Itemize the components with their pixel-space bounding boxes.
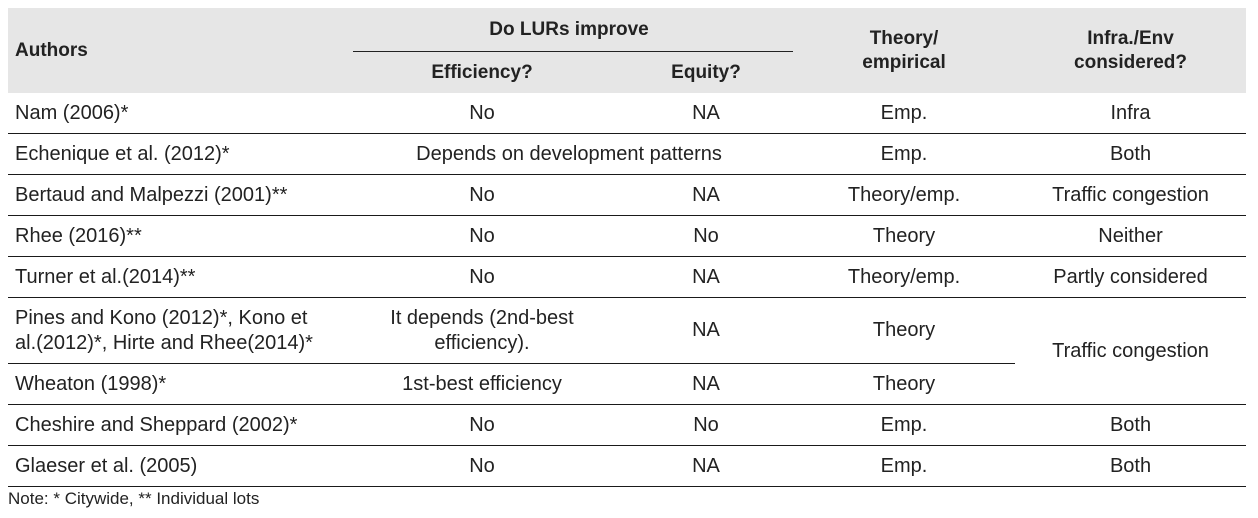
header-equity: Equity? <box>619 52 794 93</box>
cell-authors: Echenique et al. (2012)* <box>8 133 345 175</box>
table-row: Rhee (2016)** No No Theory Neither <box>8 215 1247 257</box>
cell-equity: No <box>619 215 794 257</box>
cell-theory: Emp. <box>793 93 1016 134</box>
table-row: Glaeser et al. (2005) No NA Emp. Both <box>8 445 1247 487</box>
cell-efficiency: No <box>345 174 619 216</box>
cell-infra: Traffic congestion <box>1015 174 1247 216</box>
cell-authors: Pines and Kono (2012)*, Kono et al.(2012… <box>8 297 345 364</box>
cell-equity: NA <box>619 297 794 364</box>
cell-authors: Cheshire and Sheppard (2002)* <box>8 404 345 446</box>
cell-authors: Rhee (2016)** <box>8 215 345 257</box>
header-theory-line2: empirical <box>862 51 946 73</box>
cell-equity: NA <box>619 256 794 298</box>
cell-equity: NA <box>619 93 794 134</box>
header-theory-empirical: Theory/ empirical <box>793 8 1016 93</box>
cell-efficiency: It depends (2nd-best efficiency). <box>345 297 619 364</box>
cell-efficiency: No <box>345 256 619 298</box>
lur-comparison-table: Authors Do LURs improve Theory/ empirica… <box>8 8 1247 487</box>
cell-infra: Both <box>1015 133 1247 175</box>
cell-theory: Theory <box>793 297 1016 364</box>
table-row: Cheshire and Sheppard (2002)* No No Emp.… <box>8 404 1247 446</box>
header-authors: Authors <box>8 8 345 93</box>
cell-authors-line2: al.(2012)*, Hirte and Rhee(2014)* <box>15 331 313 354</box>
cell-authors: Wheaton (1998)* <box>8 363 345 405</box>
cell-theory: Theory <box>793 363 1016 405</box>
cell-efficiency-line2: efficiency). <box>434 331 530 354</box>
cell-efficiency: No <box>345 404 619 446</box>
lur-comparison-table-container: Authors Do LURs improve Theory/ empirica… <box>8 8 1247 487</box>
header-do-lurs-improve: Do LURs improve <box>345 8 794 52</box>
cell-equity: No <box>619 404 794 446</box>
cell-theory: Theory/emp. <box>793 174 1016 216</box>
table-row: Nam (2006)* No NA Emp. Infra <box>8 93 1247 134</box>
header-group-rule-gap <box>345 51 353 52</box>
table-row: Turner et al.(2014)** No NA Theory/emp. … <box>8 256 1247 298</box>
cell-infra: Both <box>1015 404 1247 446</box>
header-infra-env: Infra./Env considered? <box>1015 8 1247 93</box>
cell-authors: Bertaud and Malpezzi (2001)** <box>8 174 345 216</box>
cell-efficiency: No <box>345 215 619 257</box>
cell-authors-line1: Pines and Kono (2012)*, Kono et <box>15 306 308 329</box>
cell-authors: Turner et al.(2014)** <box>8 256 345 298</box>
cell-equity: NA <box>619 445 794 487</box>
cell-efficiency: No <box>345 93 619 134</box>
cell-infra: Partly considered <box>1015 256 1247 298</box>
cell-theory: Emp. <box>793 445 1016 487</box>
table-row: Wheaton (1998)* 1st-best efficiency NA T… <box>8 363 1246 405</box>
table-row: Echenique et al. (2012)* Depends on deve… <box>8 133 1247 175</box>
table-header: Authors Do LURs improve Theory/ empirica… <box>8 8 1247 93</box>
cell-efficiency: No <box>345 445 619 487</box>
cell-efficiency-line1: It depends (2nd-best <box>390 306 574 329</box>
cell-infra-merged: Traffic congestion <box>1015 297 1247 405</box>
cell-equity: NA <box>619 174 794 216</box>
header-group-label: Do LURs improve <box>489 19 649 40</box>
table-body: Nam (2006)* No NA Emp. Infra Echenique e… <box>8 93 1247 487</box>
cell-efficiency-equity: Depends on development patterns <box>345 133 794 175</box>
cell-theory: Theory/emp. <box>793 256 1016 298</box>
header-theory-line1: Theory/ <box>869 27 939 49</box>
cell-equity: NA <box>619 363 794 405</box>
header-infra-line2: considered? <box>1074 51 1187 73</box>
cell-authors: Glaeser et al. (2005) <box>8 445 345 487</box>
header-infra-line1: Infra./Env <box>1087 27 1174 49</box>
cell-infra: Infra <box>1015 93 1247 134</box>
cell-authors: Nam (2006)* <box>8 93 345 134</box>
cell-efficiency: 1st-best efficiency <box>345 363 619 405</box>
cell-theory: Theory <box>793 215 1016 257</box>
header-efficiency: Efficiency? <box>345 52 619 93</box>
table-note: Note: * Citywide, ** Individual lots <box>8 489 260 508</box>
cell-infra: Neither <box>1015 215 1247 257</box>
header-group-rule <box>345 51 794 52</box>
cell-theory: Emp. <box>793 133 1016 175</box>
table-row: Bertaud and Malpezzi (2001)** No NA Theo… <box>8 174 1247 216</box>
table-row: Pines and Kono (2012)*, Kono et al.(2012… <box>8 297 1247 405</box>
cell-infra: Both <box>1015 445 1247 487</box>
cell-theory: Emp. <box>793 404 1016 446</box>
